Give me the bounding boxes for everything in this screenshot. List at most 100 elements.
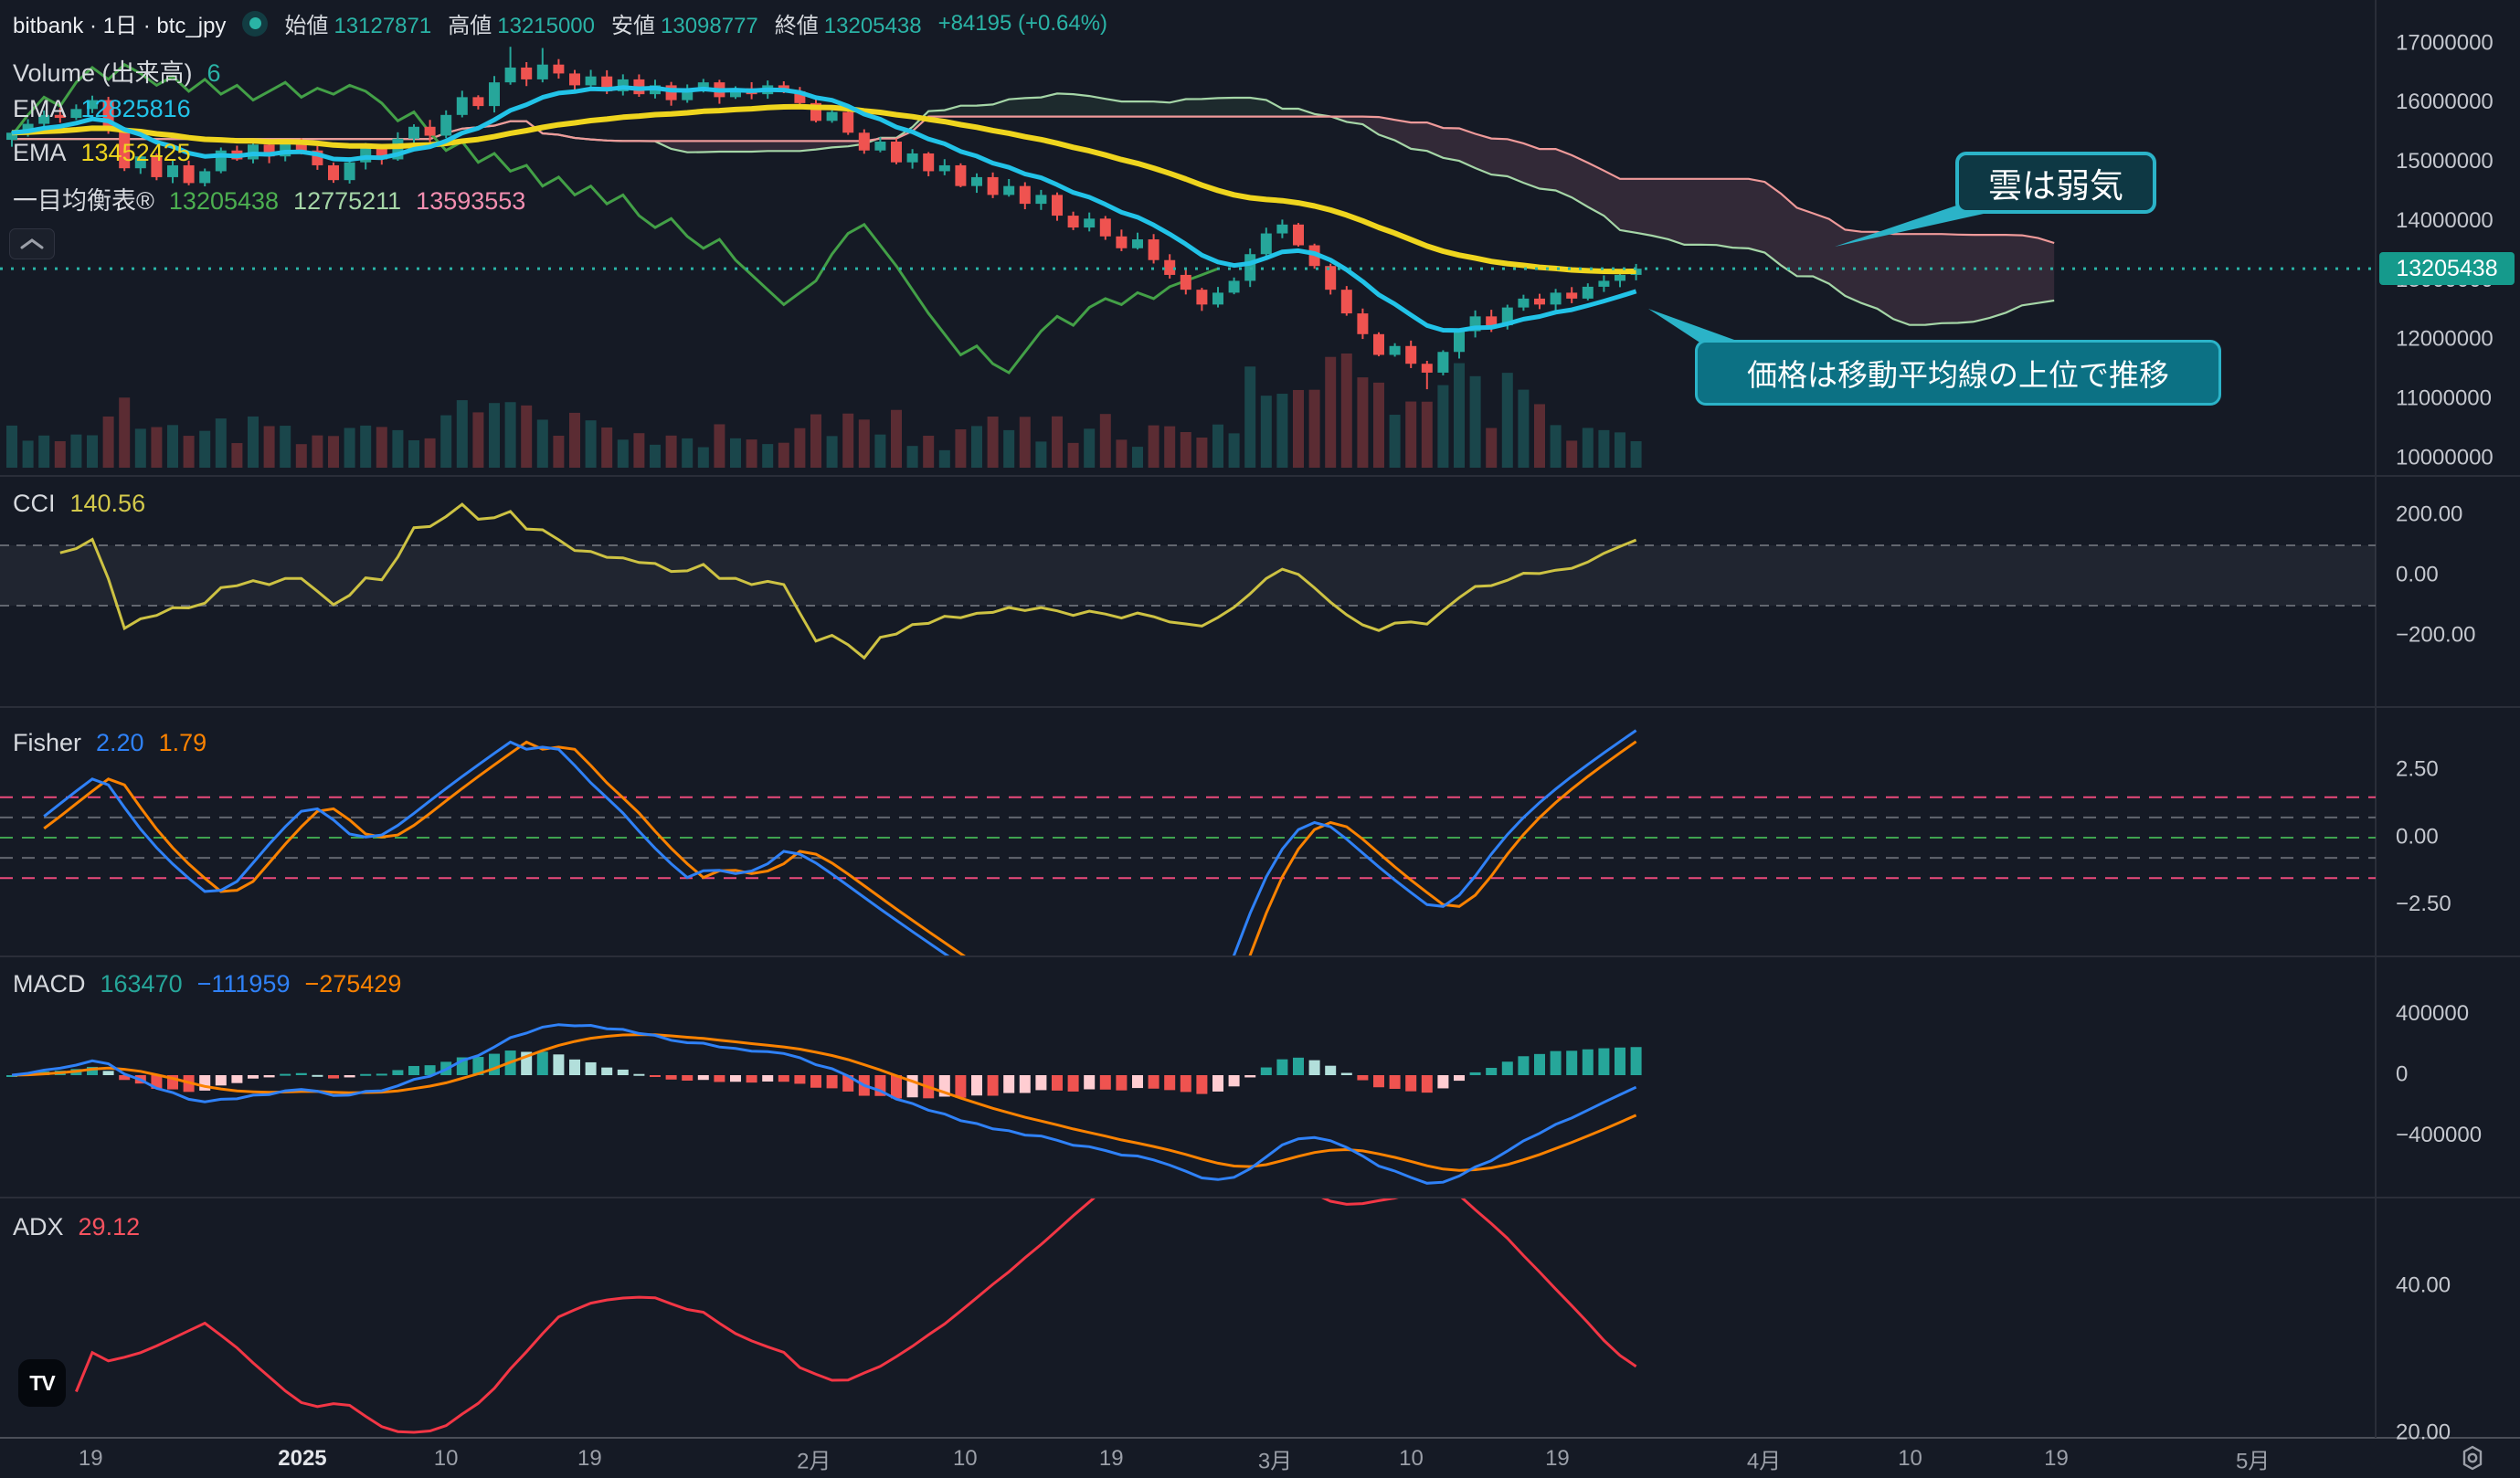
high-value: 13215000: [497, 14, 595, 38]
adx-line: [75, 1198, 1637, 1434]
open-label: 始値: [284, 14, 329, 38]
adx-label: ADX: [13, 1213, 64, 1240]
time-axis-label: 4月: [1746, 1449, 1782, 1474]
gear-icon: [2462, 1445, 2483, 1471]
chikou-span-line: [10, 62, 1219, 375]
axis-tick: 400000: [2396, 1001, 2469, 1026]
legend-volume[interactable]: Volume (出来高) 6: [13, 53, 221, 89]
pane-separators: [0, 0, 2520, 1439]
time-axis-label: 19: [2044, 1446, 2069, 1471]
time-axis-label: 10: [1898, 1446, 1922, 1471]
axis-tick: 17000000: [2396, 30, 2494, 55]
time-axis-label: 2025: [278, 1446, 327, 1471]
legend-fisher[interactable]: Fisher 2.20 1.79: [13, 729, 206, 757]
ichimoku-cloud: [12, 92, 2055, 326]
ema-fast-line: [11, 85, 1637, 333]
ema-slow-line: [11, 103, 1636, 275]
adx-pane: [75, 1198, 1637, 1434]
time-axis-label: 5月: [2235, 1449, 2271, 1474]
ichimoku-chikou-value: 13205438: [168, 187, 280, 215]
volume-label: Volume (出来高): [13, 59, 193, 87]
time-axis-label: 2月: [797, 1449, 831, 1474]
chevron-up-button[interactable]: [9, 228, 55, 259]
fisher-label: Fisher: [13, 729, 82, 756]
annotation-text: 価格は移動平均線の上位で推移: [1747, 358, 2169, 392]
time-axis-label: 19: [1545, 1446, 1570, 1471]
legend-cci[interactable]: CCI 140.56: [13, 490, 145, 518]
axis-tick: 200.00: [2396, 501, 2462, 526]
axis-tick: 0.00: [2396, 824, 2439, 849]
axis-tick: 11000000: [2396, 385, 2492, 410]
open-value: 13127871: [334, 14, 432, 38]
axis-tick: 16000000: [2396, 90, 2494, 114]
fisher-trigger-line: [43, 740, 1637, 955]
fisher-pane: [0, 729, 2376, 955]
low-value: 13098777: [661, 14, 758, 38]
adx-value: 29.12: [78, 1213, 141, 1240]
macd-line-value: −111959: [196, 970, 291, 998]
time-axis-label: 19: [577, 1446, 602, 1471]
cci-label: CCI: [13, 490, 56, 517]
axis-tick: 2.50: [2396, 757, 2439, 782]
legend-adx[interactable]: ADX 29.12: [13, 1213, 140, 1241]
change-value: +84195 (+0.64%): [937, 10, 1108, 36]
annotation-tails: [1648, 203, 2008, 347]
macd-label: MACD: [13, 970, 86, 998]
close-label: 終値: [774, 14, 819, 38]
fisher-value: 2.20: [96, 729, 144, 756]
legend-ema-fast[interactable]: EMA 12825816: [13, 95, 191, 123]
time-axis[interactable]: 19 2025 10 19 2月 10 19 3月 10 19 4月 10 19 5月: [0, 1440, 2520, 1478]
time-axis-settings-gear-icon[interactable]: [2454, 1441, 2491, 1474]
market-status-icon: [242, 10, 269, 37]
high-label: 高値: [448, 14, 492, 38]
macd-signal-value: −275429: [304, 970, 402, 998]
annotation-cloud-bearish[interactable]: 雲は弱気: [1955, 152, 2156, 214]
last-price-badge: 13205438: [2379, 252, 2515, 286]
axis-tick: −200.00: [2396, 622, 2475, 647]
ema-slow-value: 13452425: [80, 139, 191, 166]
fisher-trigger-value: 1.79: [158, 729, 207, 756]
cci-pane: [0, 502, 2376, 660]
chart-header: bitbank · 1日 · btc_jpy 始値 13127871 高値 13…: [13, 7, 1107, 39]
low-label: 安値: [611, 14, 655, 38]
axis-tick: 0: [2396, 1061, 2408, 1086]
axis-tick: 15000000: [2396, 149, 2494, 174]
fisher-line: [43, 729, 1637, 955]
annotation-tail: [1648, 309, 1754, 347]
time-axis-label: 10: [1399, 1446, 1424, 1471]
legend-macd[interactable]: MACD 163470 −111959 −275429: [13, 970, 401, 998]
tradingview-logo[interactable]: TV: [18, 1359, 66, 1407]
ema-slow: [11, 103, 1636, 275]
axis-tick: 14000000: [2396, 208, 2494, 233]
ema-fast-label: EMA: [13, 95, 67, 122]
legend-ema-slow[interactable]: EMA 13452425: [13, 139, 191, 167]
axis-tick: 40.00: [2396, 1272, 2451, 1297]
axis-tick-labels: 1700000016000000150000001400000013000000…: [2396, 30, 2494, 1444]
time-axis-label: 19: [78, 1446, 103, 1471]
macd-line: [11, 1023, 1637, 1185]
axis-tick: 10000000: [2396, 445, 2494, 470]
annotation-price-above-ma[interactable]: 価格は移動平均線の上位で推移: [1695, 340, 2221, 406]
time-axis-label: 10: [952, 1446, 978, 1471]
annotation-tail: [1835, 203, 2008, 247]
axis-tick: −2.50: [2396, 892, 2451, 916]
ema-fast: [11, 85, 1637, 333]
time-axis-label: 19: [1098, 1446, 1124, 1471]
time-axis-label: 3月: [1257, 1449, 1293, 1474]
macd-pane: [6, 1023, 1642, 1185]
cci-line: [59, 502, 1637, 660]
time-axis-label: 10: [433, 1446, 459, 1471]
macd-hist-value: 163470: [100, 970, 183, 998]
ema-slow-label: EMA: [13, 139, 67, 166]
chevron-up-icon: [20, 238, 44, 249]
ema-fast-value: 12825816: [80, 95, 191, 122]
legend-ichimoku[interactable]: 一目均衡表® 13205438 12775211 13593553: [13, 181, 525, 216]
ichimoku-senkou-a-value: 12775211: [293, 187, 402, 215]
symbol-title[interactable]: bitbank · 1日 · btc_jpy: [13, 14, 227, 38]
annotation-text: 雲は弱気: [1988, 167, 2123, 205]
axis-tick: 20.00: [2396, 1420, 2451, 1444]
axis-tick: 12000000: [2396, 327, 2494, 352]
price-scale[interactable]: [2376, 0, 2520, 1438]
